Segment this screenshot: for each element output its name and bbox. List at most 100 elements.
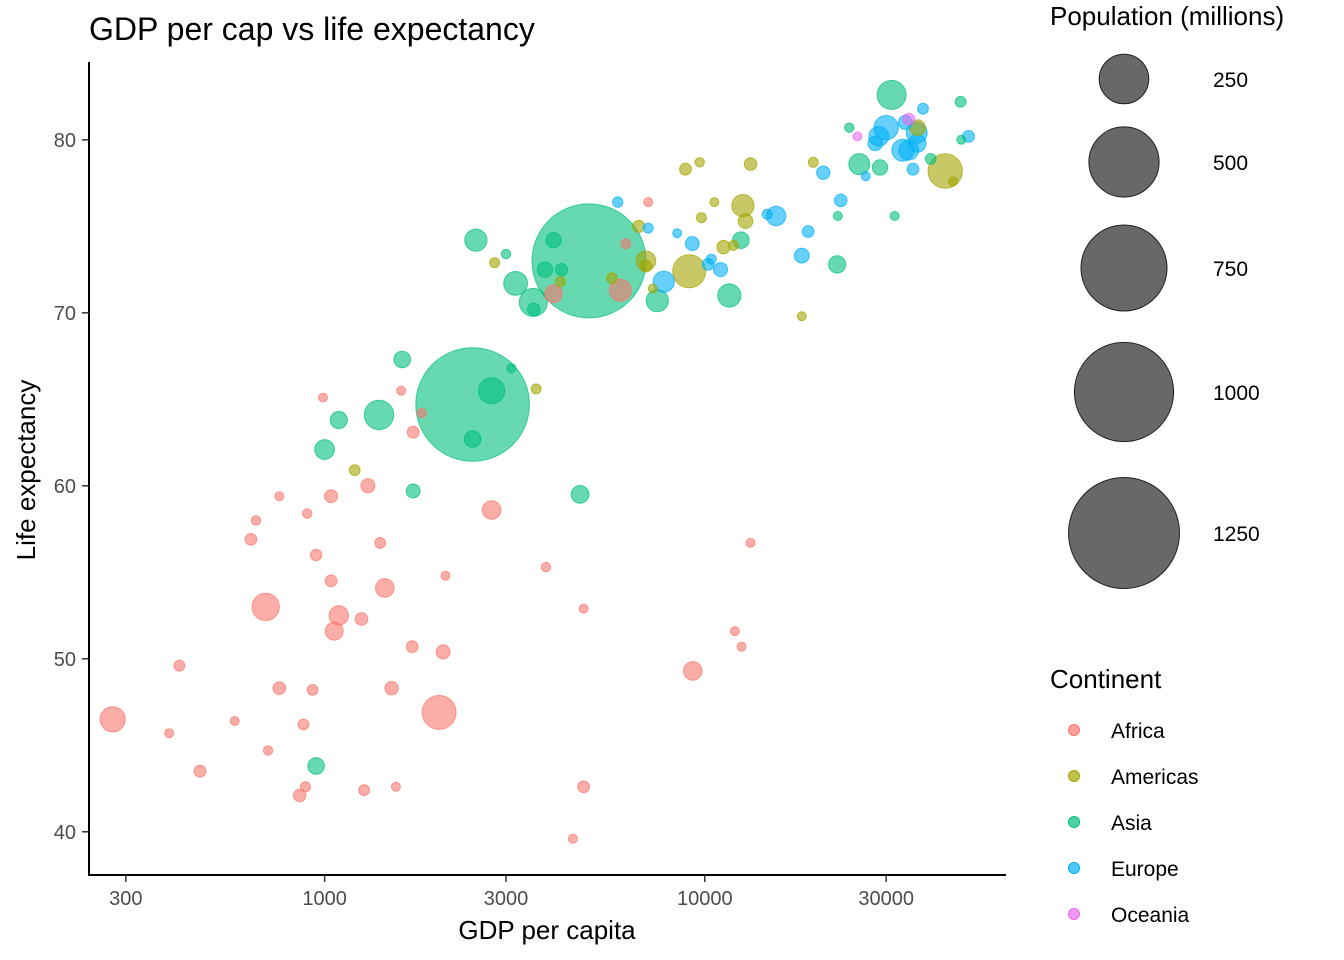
data-point-africa [244, 533, 258, 546]
color-legend-label: Europe [1111, 858, 1179, 881]
data-point-asia [554, 263, 569, 277]
x-axis-title: GDP per capita [458, 915, 636, 945]
y-tick-label: 60 [54, 476, 76, 498]
data-point-europe [761, 208, 773, 220]
y-axis-title: Life expectancy [11, 380, 41, 561]
data-point-europe [672, 228, 683, 239]
data-point-americas [716, 239, 731, 255]
data-point-asia [570, 485, 590, 504]
data-point-africa [736, 641, 747, 652]
data-point-europe [867, 135, 884, 152]
y-tick-label: 70 [54, 303, 76, 325]
data-point-asia [848, 153, 871, 176]
color-legend-key-africa [1068, 724, 1080, 736]
data-point-africa [306, 684, 319, 696]
data-point-africa [299, 781, 311, 793]
data-point-asia [844, 122, 855, 133]
data-point-asia [314, 439, 336, 460]
data-point-africa [481, 500, 502, 520]
data-point-europe [907, 133, 927, 153]
color-legend-key-americas [1068, 770, 1080, 782]
data-point-europe [834, 193, 848, 208]
data-point-europe [684, 236, 700, 252]
data-point-europe [917, 102, 929, 115]
size-legend-circle [1080, 224, 1168, 312]
data-point-asia [405, 483, 421, 499]
data-point-africa [358, 784, 371, 797]
data-point-europe [705, 253, 717, 265]
data-point-asia [536, 261, 554, 278]
data-point-asia [876, 79, 907, 110]
data-point-africa [318, 392, 328, 403]
data-point-asia [545, 232, 562, 249]
data-point-americas [709, 197, 720, 208]
data-point-europe [612, 196, 624, 208]
data-point-americas [606, 272, 618, 285]
data-point-europe [713, 262, 728, 278]
data-point-africa [374, 537, 387, 549]
data-point-asia [506, 363, 517, 374]
data-point-asia [645, 289, 669, 313]
data-point-americas [348, 464, 361, 477]
size-legend-label: 1000 [1213, 382, 1260, 405]
data-point-americas [679, 162, 692, 176]
data-point-africa [390, 781, 401, 792]
data-point-asia [954, 95, 967, 108]
data-point-africa [405, 640, 419, 654]
data-point-asia [464, 228, 488, 252]
y-tick-label: 40 [54, 822, 76, 844]
data-point-africa [324, 489, 339, 504]
data-point-asia [363, 399, 395, 431]
y-tick-label: 50 [54, 649, 76, 671]
data-point-americas [728, 239, 739, 251]
data-point-africa [396, 385, 407, 396]
data-point-americas [489, 257, 501, 269]
size-legend: 250 500 750 1000 1250 [1068, 53, 1260, 589]
data-point-americas [672, 254, 707, 289]
data-point-europe [652, 270, 675, 293]
data-point-africa [274, 491, 285, 502]
data-point-africa [354, 612, 369, 626]
data-point-africa [440, 570, 451, 581]
data-point-americas [554, 276, 566, 288]
data-point-africa [578, 603, 589, 614]
data-point-americas [639, 259, 653, 273]
data-point-europe [816, 165, 831, 180]
data-point-africa [406, 425, 420, 439]
data-point-africa [360, 478, 376, 494]
size-legend-label: 250 [1213, 69, 1248, 92]
data-point-asia [463, 430, 482, 448]
size-legend-circle [1088, 126, 1160, 198]
data-point-americas [731, 194, 755, 218]
data-point-africa [384, 681, 399, 696]
y-tick-label: 80 [54, 130, 76, 152]
data-point-asia [393, 350, 412, 369]
data-point-asia [956, 134, 967, 145]
data-point-africa [193, 764, 207, 778]
data-point-asia [415, 347, 530, 462]
data-point-americas [647, 283, 658, 294]
data-point-africa [324, 621, 344, 641]
data-point-asia [832, 211, 843, 221]
data-point-americas [743, 157, 758, 171]
size-legend-label: 1250 [1213, 523, 1260, 546]
data-point-asia [503, 271, 528, 296]
color-legend-title: Continent [1050, 664, 1162, 694]
data-point-africa [620, 238, 632, 250]
data-point-europe [860, 171, 871, 182]
data-point-europe [642, 222, 654, 234]
x-axis-ticks: 300 1000 3000 10000 30000 [109, 875, 914, 910]
data-point-oceania [852, 131, 863, 142]
data-point-asia [478, 377, 506, 405]
data-point-africa [272, 681, 287, 696]
data-point-africa [421, 694, 457, 730]
color-legend-label: Africa [1111, 720, 1165, 743]
data-point-africa [577, 780, 590, 794]
size-legend-circle [1098, 53, 1150, 105]
data-point-africa [375, 578, 395, 598]
data-point-africa [173, 659, 186, 672]
data-point-americas [632, 219, 646, 233]
data-point-africa [608, 278, 633, 302]
color-legend-key-asia [1068, 816, 1080, 828]
data-point-americas [530, 383, 542, 395]
